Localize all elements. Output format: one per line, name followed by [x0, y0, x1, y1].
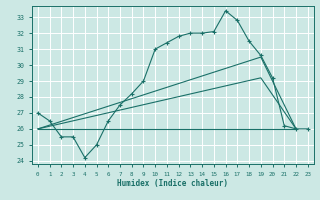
X-axis label: Humidex (Indice chaleur): Humidex (Indice chaleur) — [117, 179, 228, 188]
